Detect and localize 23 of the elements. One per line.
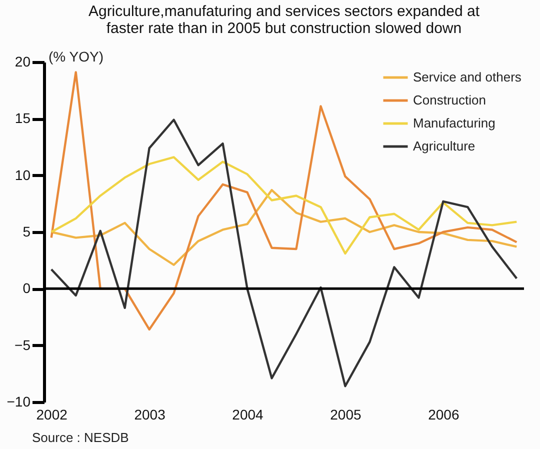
line-series xyxy=(50,118,518,388)
x-tick-label: 2003 xyxy=(134,406,166,422)
y-axis-title: (% YOY) xyxy=(48,48,104,64)
x-tick-label: 2002 xyxy=(36,406,68,422)
y-tick-label: 0 xyxy=(22,280,31,296)
legend-label: Construction xyxy=(413,92,486,108)
x-tick-label: 2004 xyxy=(232,406,264,422)
legend-label: Manufacturing xyxy=(413,116,496,130)
text: Agriculture,manufaturing and services sectors expanded at xyxy=(88,3,480,20)
line-series xyxy=(50,188,518,266)
source-note: Source : NESDB xyxy=(32,430,129,445)
legend-label: Service and others xyxy=(413,70,522,84)
line-series xyxy=(50,156,518,255)
x-tick-label: 2005 xyxy=(330,406,362,422)
y-tick-label: 15 xyxy=(14,110,31,126)
y-tick-label: −10 xyxy=(6,394,31,410)
y-tick-label: 5 xyxy=(22,224,31,240)
y-tick-label: 20 xyxy=(14,54,31,70)
x-tick-label: 2006 xyxy=(428,406,460,422)
y-tick-label: −5 xyxy=(14,336,31,353)
legend-label: Agriculture xyxy=(413,138,476,154)
text: faster rate than in 2005 but construction slowed down xyxy=(106,20,462,37)
y-tick-label: 10 xyxy=(14,166,31,183)
